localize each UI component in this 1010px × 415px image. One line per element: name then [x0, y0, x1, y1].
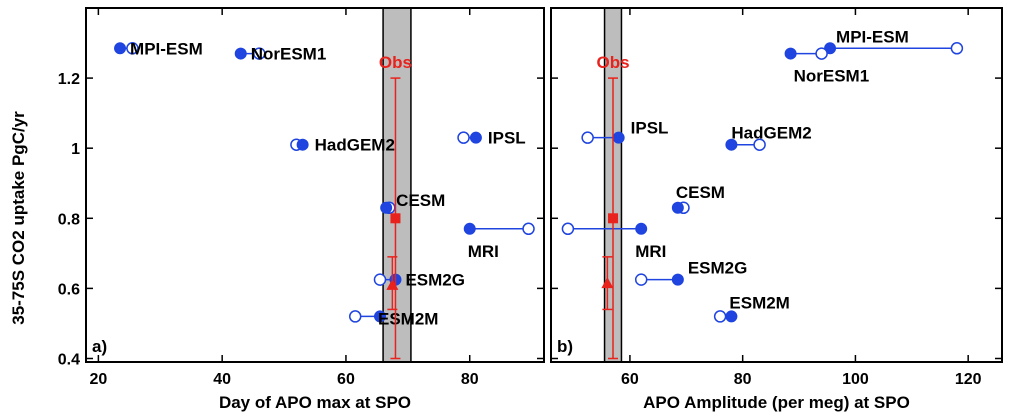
model-point-filled: [671, 201, 684, 214]
x-tick-label: 20: [89, 371, 107, 388]
model-point-filled: [612, 131, 625, 144]
model-point-open: [373, 273, 387, 286]
x-tick-label: 80: [461, 371, 479, 388]
model-point-open: [522, 222, 535, 236]
x-tick-label: 120: [955, 371, 982, 388]
model-label: NorESM1: [251, 45, 327, 64]
model-label: CESM: [676, 183, 725, 202]
model-point-open: [581, 131, 594, 144]
panel-a: 20 40 60 80 0.4 0.6 0.8 1 1.2 Day of APO max at S…: [58, 7, 545, 412]
y-tick-label: 0.8: [58, 211, 80, 228]
x-tick-label: 60: [621, 371, 639, 388]
model-label: HadGEM2: [731, 124, 811, 143]
panel-label: a): [92, 337, 107, 356]
model-label: MRI: [635, 242, 666, 261]
y-tick-label: 0.6: [58, 281, 80, 298]
model-point-filled: [373, 310, 386, 323]
obs-band: [382, 7, 412, 363]
obs-square-point: [390, 213, 401, 224]
x-tick-label: 100: [842, 371, 869, 388]
model-point-open: [950, 42, 964, 55]
model-label: MPI-ESM: [836, 27, 909, 46]
model-point-open: [253, 47, 266, 60]
model-point-open: [815, 47, 828, 60]
model-point-filled: [671, 273, 684, 286]
model-point-filled: [380, 201, 393, 214]
model-point-filled: [234, 47, 247, 60]
panel-label: b): [557, 337, 573, 356]
model-label: MPI-ESM: [130, 39, 203, 58]
obs-square-point: [608, 213, 619, 224]
x-tick-label: 40: [213, 371, 231, 388]
y-axis-label: 35-75S CO2 uptake PgC/yr: [9, 111, 28, 325]
obs-label: Obs: [379, 53, 412, 72]
model-point-filled: [635, 222, 648, 235]
model-label: ESM2G: [405, 271, 465, 290]
model-label: NorESM1: [794, 67, 870, 86]
model-point-open: [634, 273, 648, 286]
y-tick-label: 0.4: [58, 351, 80, 368]
model-point-open: [348, 310, 362, 323]
model-label: HadGEM2: [315, 136, 395, 155]
y-tick-label: 1.2: [58, 71, 80, 88]
model-point-filled: [296, 138, 309, 151]
model-label: ESM2M: [729, 293, 789, 312]
model-point-filled: [725, 138, 738, 151]
model-label: ESM2G: [688, 259, 748, 278]
plot-frame: [85, 7, 545, 363]
model-label: IPSL: [631, 119, 669, 138]
model-label: IPSL: [488, 129, 526, 148]
model-point-filled: [725, 310, 738, 323]
model-label: CESM: [396, 191, 445, 210]
y-tick-label: 1: [71, 141, 80, 158]
obs-label: Obs: [596, 53, 629, 72]
model-point-open: [457, 131, 470, 144]
model-point-filled: [784, 47, 797, 60]
x-tick-label: 60: [337, 371, 355, 388]
x-tick-label: 80: [734, 371, 752, 388]
obs-triangle-point: [601, 277, 614, 289]
model-point-open: [753, 138, 766, 151]
panel-b: 60 80 100 120 APO Amplitude (per meg) at SPO…: [550, 7, 1003, 412]
model-point-filled: [463, 222, 476, 235]
model-point-filled: [469, 131, 482, 144]
x-axis-label: Day of APO max at SPO: [219, 393, 411, 412]
model-point-open: [126, 42, 139, 55]
model-label: ESM2M: [378, 309, 438, 328]
obs-triangle-point: [386, 278, 399, 290]
model-point-open: [561, 222, 575, 236]
plot-frame: [550, 7, 1003, 363]
model-label: MRI: [468, 242, 499, 261]
x-axis-label: APO Amplitude (per meg) at SPO: [643, 393, 910, 412]
model-point-filled: [114, 42, 127, 55]
model-point-open: [713, 310, 727, 323]
